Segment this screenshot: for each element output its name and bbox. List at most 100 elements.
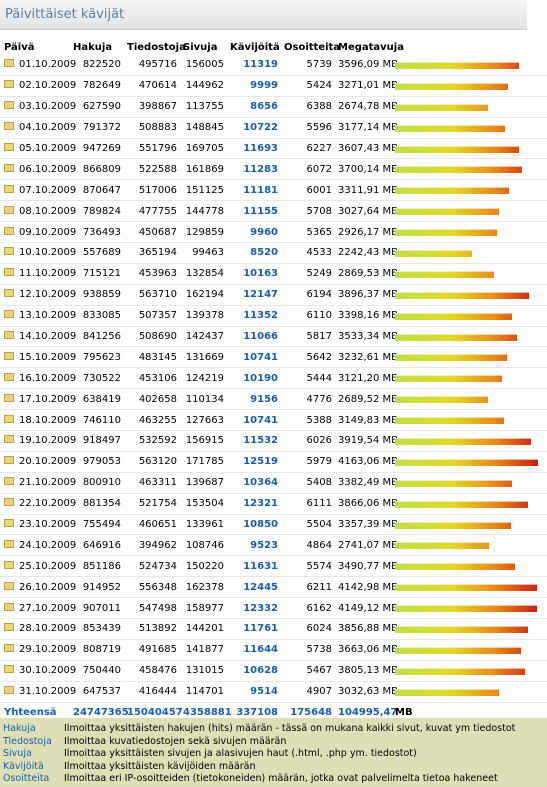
legend-item: Osoitteita Ilmoittaa eri IP-osoitteiden (… bbox=[3, 773, 498, 784]
row-hits: 755494 bbox=[73, 514, 127, 536]
column-header-files: Tiedostoja bbox=[127, 41, 186, 53]
row-files: 508883 bbox=[127, 117, 183, 139]
row-addresses: 6162 bbox=[284, 597, 338, 620]
row-visitors: 11761 bbox=[230, 618, 284, 640]
folder-icon bbox=[4, 644, 14, 653]
row-visitors: 10850 bbox=[230, 514, 284, 536]
row-visitors: 11283 bbox=[230, 158, 284, 181]
row-visitors: 11644 bbox=[230, 639, 284, 661]
row-visitors: 11319 bbox=[230, 55, 284, 76]
folder-icon bbox=[4, 560, 14, 569]
totals-label: Yhteensä bbox=[4, 707, 57, 719]
row-visitors: 10741 bbox=[230, 409, 284, 432]
row-date: 01.10.2009 bbox=[0, 55, 76, 76]
row-pages: 162378 bbox=[183, 576, 230, 599]
folder-icon bbox=[4, 477, 14, 486]
row-bar-cell bbox=[395, 472, 547, 494]
total-files: 15040457 bbox=[127, 707, 183, 719]
row-megabytes: 3232,61 MB bbox=[338, 346, 398, 369]
table-row: 20.10.2009 979053 563120 171785 12519 5979 416… bbox=[0, 451, 547, 473]
row-date-label: 31.10.2009 bbox=[19, 686, 77, 698]
row-visitors: 10190 bbox=[230, 367, 284, 390]
table-row: 10.10.2009 557689 365194 99463 8520 4533 2242,… bbox=[0, 242, 547, 264]
folder-icon bbox=[4, 226, 14, 235]
row-date: 06.10.2009 bbox=[0, 158, 76, 181]
row-files: 458476 bbox=[127, 660, 183, 682]
daily-visitors-table: Päivä Hakuja Tiedostoja Sivuja Kävijöitä… bbox=[0, 39, 547, 723]
row-files: 532592 bbox=[127, 430, 183, 452]
row-bar-cell bbox=[395, 284, 547, 306]
row-addresses: 6211 bbox=[284, 576, 338, 599]
folder-icon bbox=[4, 665, 14, 674]
folder-icon bbox=[4, 59, 14, 68]
bandwidth-bar bbox=[395, 521, 511, 529]
row-addresses: 5642 bbox=[284, 346, 338, 369]
folder-icon bbox=[4, 686, 14, 695]
row-megabytes: 2674,78 MB bbox=[338, 96, 398, 118]
bandwidth-bar bbox=[395, 667, 525, 675]
row-visitors: 12445 bbox=[230, 576, 284, 599]
row-pages: 139378 bbox=[183, 305, 230, 327]
bandwidth-bar-track bbox=[395, 354, 547, 362]
row-bar-cell bbox=[395, 493, 547, 515]
row-pages: 171785 bbox=[183, 451, 230, 473]
row-hits: 789824 bbox=[73, 200, 127, 223]
row-hits: 730522 bbox=[73, 367, 127, 390]
total-megabytes-value: 104995,47 bbox=[338, 707, 398, 719]
row-date: 17.10.2009 bbox=[0, 388, 76, 411]
row-megabytes: 3271,01 MB bbox=[338, 75, 398, 97]
row-addresses: 5408 bbox=[284, 472, 338, 494]
row-megabytes: 2869,53 MB bbox=[338, 263, 398, 285]
row-hits: 947269 bbox=[73, 138, 127, 160]
bandwidth-bar-track bbox=[395, 500, 547, 508]
row-visitors: 12147 bbox=[230, 284, 284, 306]
folder-icon bbox=[4, 498, 14, 507]
row-files: 547498 bbox=[127, 597, 183, 620]
row-megabytes: 3121,20 MB bbox=[338, 367, 398, 390]
row-addresses: 6110 bbox=[284, 305, 338, 327]
row-megabytes: 3177,14 MB bbox=[338, 117, 398, 139]
row-megabytes: 3490,77 MB bbox=[338, 555, 398, 578]
row-files: 491685 bbox=[127, 639, 183, 661]
legend-term: Sivuja bbox=[3, 748, 32, 759]
row-addresses: 5504 bbox=[284, 514, 338, 536]
bandwidth-bar bbox=[395, 688, 499, 696]
bandwidth-bar bbox=[395, 375, 502, 383]
row-date: 28.10.2009 bbox=[0, 618, 77, 640]
table-row: 09.10.2009 736493 450687 129859 9960 5365 2926… bbox=[0, 221, 547, 244]
row-visitors: 9960 bbox=[230, 221, 284, 244]
row-megabytes: 3027,64 MB bbox=[338, 200, 398, 223]
row-date: 14.10.2009 bbox=[0, 326, 76, 348]
row-pages: 114701 bbox=[183, 681, 230, 703]
legend-term: Hakuja bbox=[3, 723, 36, 734]
row-date-label: 04.10.2009 bbox=[19, 122, 77, 134]
bandwidth-bar bbox=[395, 605, 537, 613]
row-visitors: 11631 bbox=[230, 555, 284, 578]
row-hits: 870647 bbox=[73, 179, 127, 202]
folder-icon bbox=[4, 539, 14, 548]
row-visitors: 9523 bbox=[230, 534, 284, 557]
row-addresses: 5365 bbox=[284, 221, 338, 244]
bandwidth-bar-track bbox=[395, 667, 547, 675]
row-pages: 141877 bbox=[183, 639, 230, 661]
table-row: 11.10.2009 715121 453963 132854 10163 5249 286… bbox=[0, 263, 547, 285]
table-row: 06.10.2009 866809 522588 161869 11283 6072 370… bbox=[0, 158, 547, 181]
row-visitors: 10364 bbox=[230, 472, 284, 494]
total-pages: 4358881 bbox=[183, 707, 232, 719]
column-header-pages: Sivuja bbox=[183, 41, 218, 53]
table-row: 01.10.2009 822520 495716 156005 11319 5739 359… bbox=[0, 55, 547, 76]
row-date: 20.10.2009 bbox=[0, 451, 76, 473]
table-row: 30.10.2009 750440 458476 131015 10628 5467 380… bbox=[0, 660, 547, 682]
row-hits: 822520 bbox=[73, 55, 127, 76]
row-pages: 144778 bbox=[183, 200, 230, 223]
table-row: 18.10.2009 746110 463255 127663 10741 5388 314… bbox=[0, 409, 547, 432]
row-date-label: 22.10.2009 bbox=[19, 498, 77, 510]
table-row: 02.10.2009 782649 470614 144962 9999 5424 3271… bbox=[0, 75, 547, 97]
row-files: 524734 bbox=[127, 555, 183, 578]
row-bar-cell bbox=[395, 681, 547, 703]
row-date-label: 28.10.2009 bbox=[19, 623, 77, 635]
row-date: 11.10.2009 bbox=[0, 263, 76, 285]
row-bar-cell bbox=[395, 409, 547, 432]
bandwidth-bar-track bbox=[395, 437, 547, 445]
legend-item: Sivuja Ilmoittaa yksittäisten sivujen ja … bbox=[3, 748, 417, 759]
